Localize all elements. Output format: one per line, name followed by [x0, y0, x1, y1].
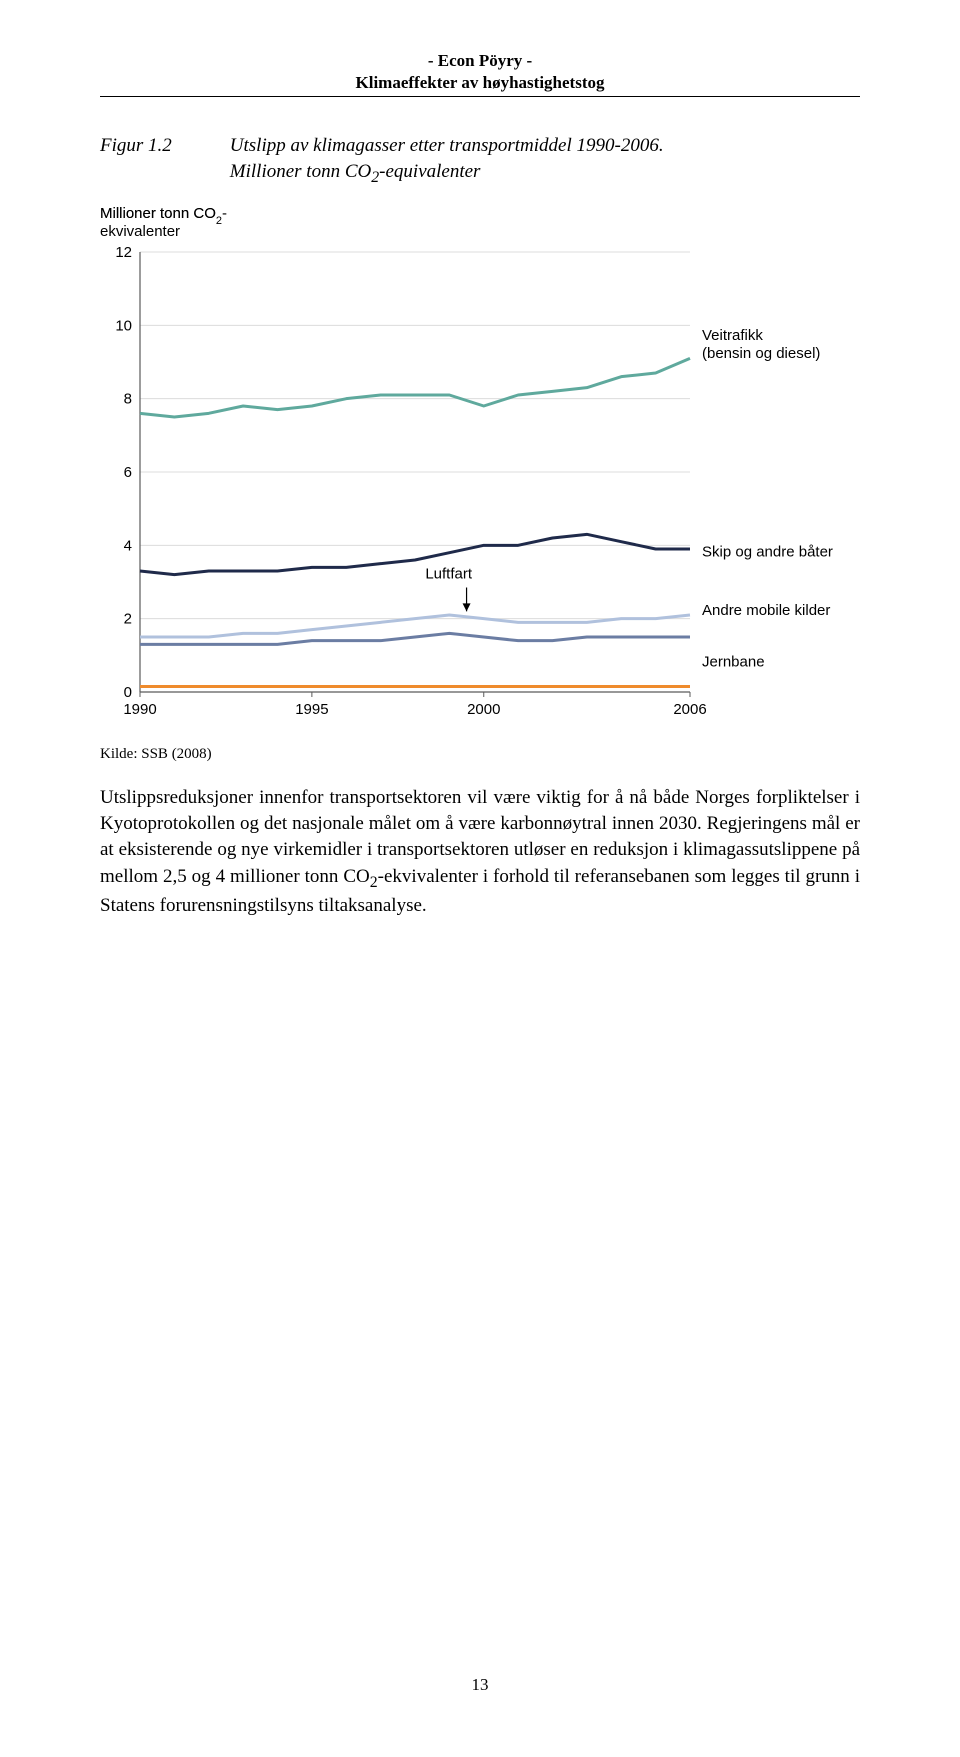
- figure-source: Kilde: SSB (2008): [100, 746, 860, 763]
- svg-text:Skip og andre båter: Skip og andre båter: [702, 543, 833, 560]
- body-paragraph: Utslippsreduksjoner innenfor transportse…: [100, 785, 860, 920]
- svg-text:10: 10: [115, 317, 132, 334]
- svg-text:1995: 1995: [295, 701, 328, 718]
- svg-text:6: 6: [124, 464, 132, 481]
- figure-label: Figur 1.2: [100, 133, 172, 188]
- source-text: SSB (2008): [141, 746, 211, 762]
- svg-text:12: 12: [115, 244, 132, 261]
- page-number: 13: [0, 1675, 960, 1695]
- header-line2: Klimaeffekter av høyhastighetstog: [100, 72, 860, 94]
- svg-text:(bensin og diesel): (bensin og diesel): [702, 345, 820, 362]
- header-line1: - Econ Pöyry -: [100, 50, 860, 72]
- source-prefix: Kilde:: [100, 746, 141, 762]
- doc-header: - Econ Pöyry - Klimaeffekter av høyhasti…: [100, 50, 860, 94]
- svg-text:2000: 2000: [467, 701, 500, 718]
- header-rule: [100, 96, 860, 97]
- svg-text:8: 8: [124, 391, 132, 408]
- figure-title-line2: Millioner tonn CO: [230, 161, 371, 182]
- figure-caption: Figur 1.2 Utslipp av klimagasser etter t…: [100, 133, 860, 188]
- svg-text:Jernbane: Jernbane: [702, 653, 765, 670]
- svg-text:1990: 1990: [123, 701, 156, 718]
- svg-text:4: 4: [124, 537, 132, 554]
- line-chart: Millioner tonn COMillioner tonn CO2-ekvi…: [100, 202, 860, 732]
- svg-text:2006: 2006: [673, 701, 706, 718]
- figure-title-sub: 2: [371, 169, 379, 186]
- svg-text:2: 2: [124, 611, 132, 628]
- svg-text:Andre mobile kilder: Andre mobile kilder: [702, 602, 830, 619]
- figure-title-tail: -equivalenter: [379, 161, 480, 182]
- svg-text:ekvivalenter: ekvivalenter: [100, 223, 180, 240]
- svg-text:Luftfart: Luftfart: [425, 565, 473, 582]
- svg-text:Veitrafikk: Veitrafikk: [702, 327, 763, 344]
- svg-text:0: 0: [124, 684, 132, 701]
- figure-title-line1: Utslipp av klimagasser etter transportmi…: [230, 135, 664, 156]
- figure-title: Utslipp av klimagasser etter transportmi…: [230, 133, 664, 188]
